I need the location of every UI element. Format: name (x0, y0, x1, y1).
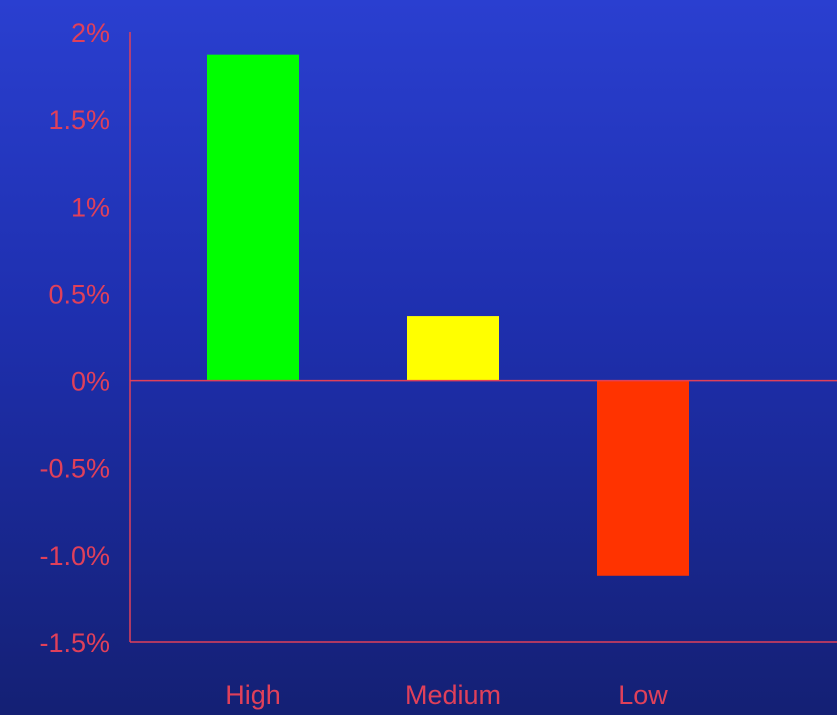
x-category-label: Medium (405, 680, 501, 710)
x-category-label: Low (618, 680, 668, 710)
y-tick-label: 2% (71, 18, 110, 48)
y-tick-label: -1.5% (39, 628, 110, 658)
bar-medium (407, 316, 499, 381)
y-tick-label: 1.5% (48, 105, 110, 135)
y-tick-label: -1.0% (39, 541, 110, 571)
y-tick-label: -0.5% (39, 454, 110, 484)
y-axis-ticks: 2% 1.5% 1% 0.5% 0% -0.5% -1.0% -1.5% (39, 18, 110, 658)
y-tick-label: 0.5% (48, 279, 110, 309)
bars (207, 54, 689, 576)
bar-low (597, 380, 689, 576)
bar-high (207, 54, 299, 381)
x-category-label: High (225, 680, 281, 710)
y-tick-label: 1% (71, 192, 110, 222)
y-tick-label: 0% (71, 367, 110, 397)
x-axis-labels: High Medium Low (225, 680, 668, 710)
